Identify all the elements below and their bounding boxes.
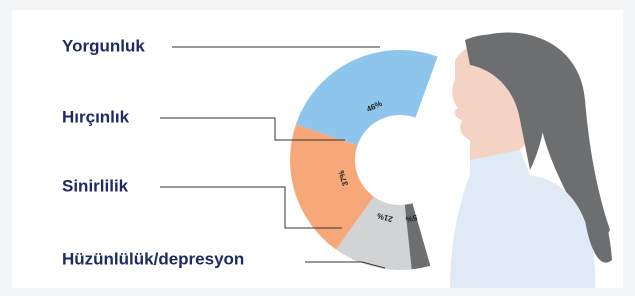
category-label: Sinirlilik bbox=[62, 176, 129, 195]
category-label: Hırçınlık bbox=[62, 107, 130, 126]
chart: 46%37%21%5% Yorgunluk Hırçınlık Sinirlil… bbox=[0, 0, 635, 296]
category-label: Yorgunluk bbox=[62, 36, 145, 55]
category-label: Hüzünlülük/depresyon bbox=[62, 249, 244, 268]
